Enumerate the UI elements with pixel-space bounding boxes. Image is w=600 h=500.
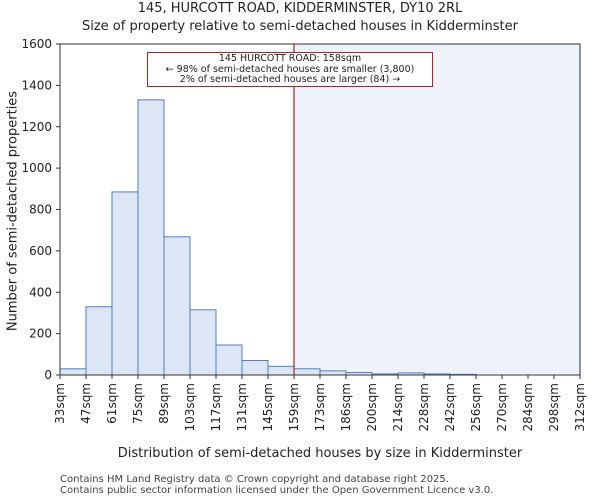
x-tick-label-214sqm: 214sqm [391, 383, 405, 431]
x-tick-label-256sqm: 256sqm [469, 383, 483, 431]
y-tick-label-1600: 1600 [21, 37, 52, 51]
bar-173sqm [319, 370, 347, 376]
y-tick-label-600: 600 [29, 244, 52, 258]
y-tick-label-800: 800 [29, 203, 52, 217]
footer-line-2: Contains public sector information licen… [60, 485, 494, 496]
y-tick-label-0: 0 [44, 368, 52, 382]
bar-61sqm [111, 191, 139, 376]
x-tick-label-75sqm: 75sqm [131, 383, 145, 424]
annotation-line-1: 145 HURCOTT ROAD: 158sqm [218, 53, 362, 64]
x-tick-label-145sqm: 145sqm [261, 383, 275, 431]
highlight-region [294, 44, 580, 375]
bar-75sqm [137, 99, 165, 376]
annotation-line-2: ← 98% of semi-detached houses are smalle… [165, 63, 415, 75]
bar-47sqm [85, 306, 113, 376]
x-tick-label-33sqm: 33sqm [53, 383, 67, 424]
x-tick-label-242sqm: 242sqm [443, 383, 457, 431]
y-axis-label: Number of semi-detached properties [5, 90, 21, 332]
x-tick-label-186sqm: 186sqm [339, 383, 353, 431]
x-tick-label-312sqm: 312sqm [573, 383, 587, 431]
x-axis-label: Distribution of semi-detached houses by … [117, 446, 523, 461]
x-tick-label-117sqm: 117sqm [209, 383, 223, 431]
bar-159sqm [293, 368, 321, 376]
annotation-box: 145 HURCOTT ROAD: 158sqm ← 98% of semi-d… [147, 52, 433, 87]
x-tick-label-200sqm: 200sqm [365, 383, 379, 431]
bar-103sqm [189, 309, 217, 376]
y-tick-label-400: 400 [29, 285, 52, 299]
bar-117sqm [215, 344, 243, 376]
x-tick-label-284sqm: 284sqm [521, 383, 535, 431]
y-tick-label-1400: 1400 [21, 78, 52, 92]
x-tick-label-270sqm: 270sqm [495, 383, 509, 431]
x-tick-label-103sqm: 103sqm [183, 383, 197, 431]
x-tick-label-159sqm: 159sqm [287, 383, 301, 431]
y-tick-label-1000: 1000 [21, 161, 52, 175]
x-tick-label-228sqm: 228sqm [417, 383, 431, 431]
bar-89sqm [163, 236, 191, 376]
footer-line-1: Contains HM Land Registry data © Crown c… [60, 474, 449, 485]
bar-33sqm [59, 368, 87, 376]
x-tick-label-173sqm: 173sqm [313, 383, 327, 431]
bar-145sqm [267, 365, 295, 376]
chart-title: 145, HURCOTT ROAD, KIDDERMINSTER, DY10 2… [137, 1, 463, 16]
x-tick-label-61sqm: 61sqm [105, 383, 119, 424]
x-tick-label-47sqm: 47sqm [79, 383, 93, 424]
x-tick-label-89sqm: 89sqm [157, 383, 171, 424]
chart-subtitle: Size of property relative to semi-detach… [81, 19, 518, 34]
y-tick-label-1200: 1200 [21, 120, 52, 134]
x-tick-label-298sqm: 298sqm [547, 383, 561, 431]
y-tick-label-200: 200 [29, 327, 52, 341]
x-tick-label-131sqm: 131sqm [235, 383, 249, 431]
annotation-line-3: 2% of semi-detached houses are larger (8… [179, 74, 401, 85]
bar-131sqm [241, 360, 269, 376]
